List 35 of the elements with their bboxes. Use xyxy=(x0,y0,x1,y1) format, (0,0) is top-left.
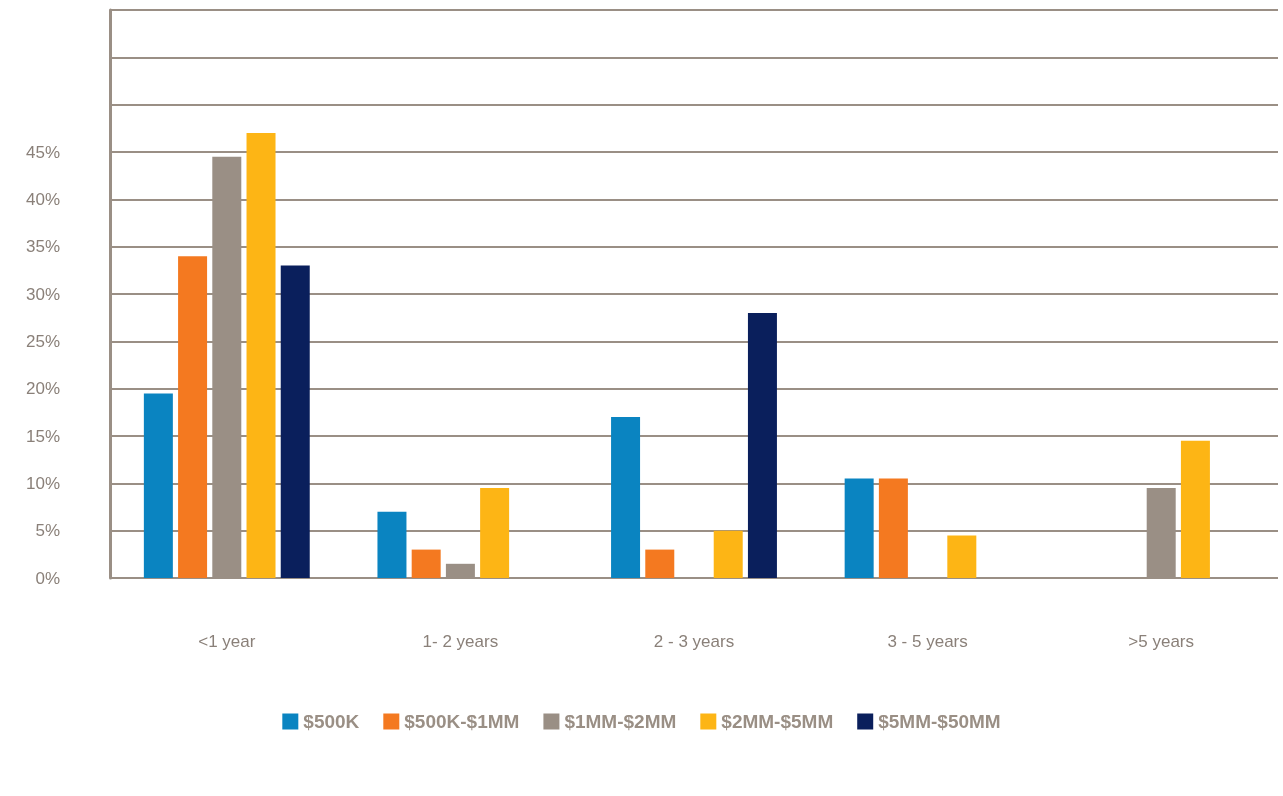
bar xyxy=(1180,440,1210,578)
y-tick-label: 5% xyxy=(35,521,60,541)
bar xyxy=(747,312,777,578)
bar xyxy=(377,511,407,578)
bar xyxy=(947,535,977,578)
bar xyxy=(143,393,173,578)
legend-label: $2MM-$5MM xyxy=(721,711,834,732)
bar xyxy=(844,478,874,578)
bar xyxy=(611,417,641,578)
y-tick-label: 20% xyxy=(25,379,60,399)
x-tick-label: 1- 2 years xyxy=(422,632,499,651)
bar xyxy=(280,265,310,578)
bar xyxy=(246,133,276,578)
x-tick-label: 2 - 3 years xyxy=(653,632,735,651)
y-tick-label: 25% xyxy=(25,331,60,351)
y-tick-label: 45% xyxy=(25,142,60,162)
y-tick-label: 10% xyxy=(25,473,60,493)
bar xyxy=(645,549,675,578)
legend-label: $5MM-$50MM xyxy=(878,711,1001,732)
x-tick-label: >5 years xyxy=(1128,632,1195,651)
legend-label: $500K-$1MM xyxy=(404,711,520,732)
legend-label: $500K xyxy=(303,711,360,732)
bar xyxy=(178,256,208,578)
y-tick-label: 30% xyxy=(25,284,60,304)
bar xyxy=(878,478,908,578)
y-tick-label: 0% xyxy=(35,568,60,588)
legend-label: $1MM-$2MM xyxy=(564,711,677,732)
y-tick-label: 15% xyxy=(25,426,60,446)
y-tick-label: 35% xyxy=(25,237,60,257)
y-tick-label: 40% xyxy=(25,189,60,209)
bar xyxy=(713,530,743,578)
x-tick-label: <1 year xyxy=(198,632,256,651)
x-tick-label: 3 - 5 years xyxy=(887,632,968,651)
bar xyxy=(411,549,441,578)
bar xyxy=(480,488,510,578)
